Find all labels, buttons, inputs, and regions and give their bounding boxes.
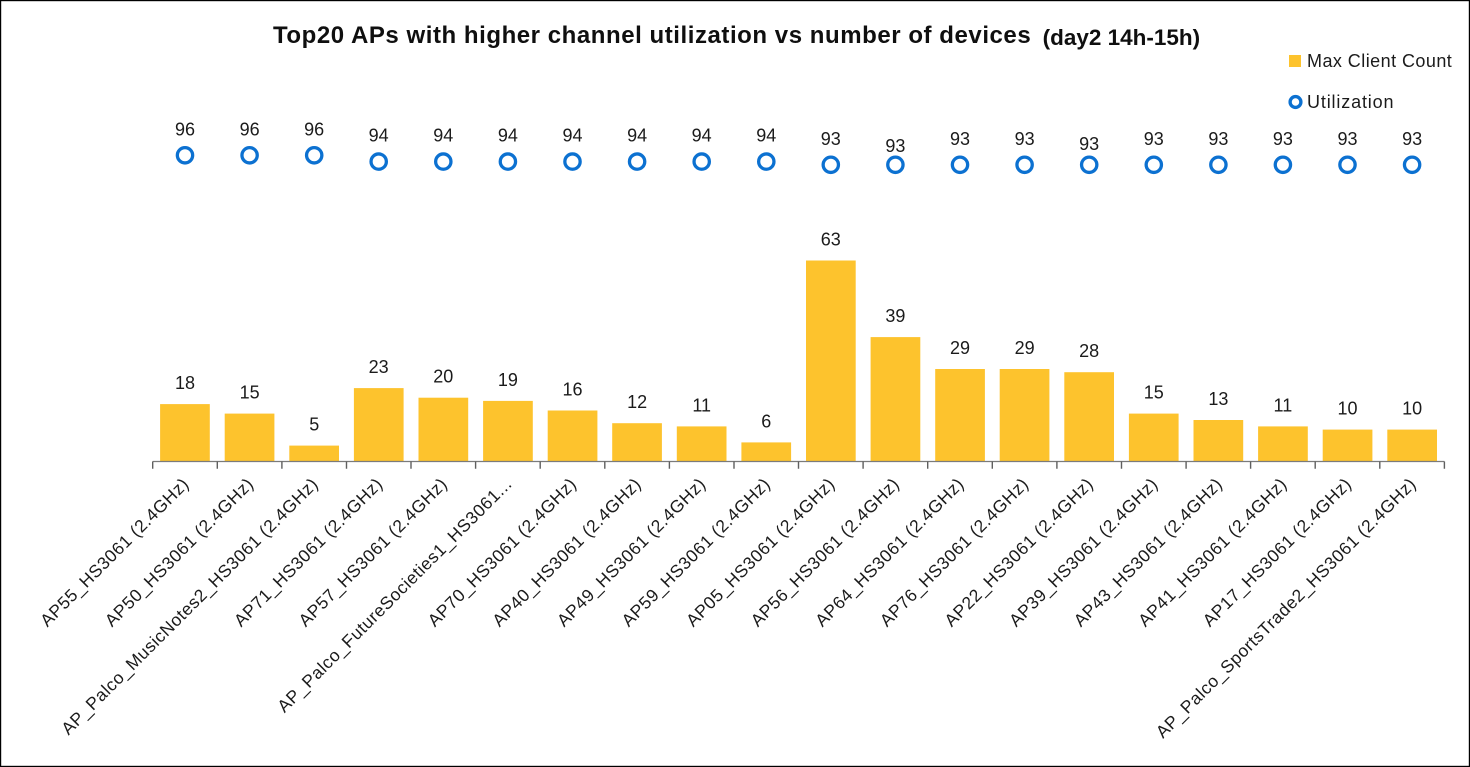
svg-text:39: 39 xyxy=(885,306,905,326)
svg-text:94: 94 xyxy=(562,126,582,146)
svg-text:20: 20 xyxy=(433,367,453,387)
svg-text:12: 12 xyxy=(627,392,647,412)
svg-text:19: 19 xyxy=(498,370,518,390)
svg-text:23: 23 xyxy=(369,357,389,377)
svg-text:13: 13 xyxy=(1208,389,1228,409)
svg-text:94: 94 xyxy=(498,126,518,146)
svg-text:93: 93 xyxy=(1337,129,1357,149)
svg-text:29: 29 xyxy=(950,338,970,358)
svg-text:29: 29 xyxy=(1015,338,1035,358)
svg-text:28: 28 xyxy=(1079,341,1099,361)
svg-text:94: 94 xyxy=(627,126,647,146)
svg-text:93: 93 xyxy=(885,136,905,156)
svg-text:10: 10 xyxy=(1402,399,1422,419)
svg-text:93: 93 xyxy=(1208,129,1228,149)
svg-text:Max Client Count: Max Client Count xyxy=(1307,51,1452,71)
svg-text:94: 94 xyxy=(692,126,712,146)
svg-text:16: 16 xyxy=(562,380,582,400)
svg-text:94: 94 xyxy=(433,126,453,146)
svg-text:18: 18 xyxy=(175,373,195,393)
svg-text:96: 96 xyxy=(304,119,324,139)
svg-text:6: 6 xyxy=(761,411,771,431)
svg-text:93: 93 xyxy=(1144,129,1164,149)
svg-text:11: 11 xyxy=(692,395,711,415)
svg-text:94: 94 xyxy=(756,126,776,146)
svg-text:93: 93 xyxy=(950,129,970,149)
svg-text:94: 94 xyxy=(369,126,389,146)
svg-text:Utilization: Utilization xyxy=(1307,92,1394,112)
svg-text:10: 10 xyxy=(1337,399,1357,419)
svg-text:15: 15 xyxy=(240,383,260,403)
svg-text:93: 93 xyxy=(1079,134,1099,154)
svg-text:5: 5 xyxy=(309,415,319,435)
svg-text:63: 63 xyxy=(821,230,841,250)
svg-text:96: 96 xyxy=(175,119,195,139)
svg-text:93: 93 xyxy=(1273,129,1293,149)
svg-text:11: 11 xyxy=(1274,395,1293,415)
svg-text:93: 93 xyxy=(821,129,841,149)
svg-text:Top20 APs with higher channel: Top20 APs with higher channel utilizatio… xyxy=(273,22,1031,49)
svg-text:96: 96 xyxy=(240,119,260,139)
svg-text:15: 15 xyxy=(1144,383,1164,403)
svg-text:93: 93 xyxy=(1402,129,1422,149)
svg-text:93: 93 xyxy=(1015,129,1035,149)
svg-text:(day2 14h-15h): (day2 14h-15h) xyxy=(1043,25,1201,50)
